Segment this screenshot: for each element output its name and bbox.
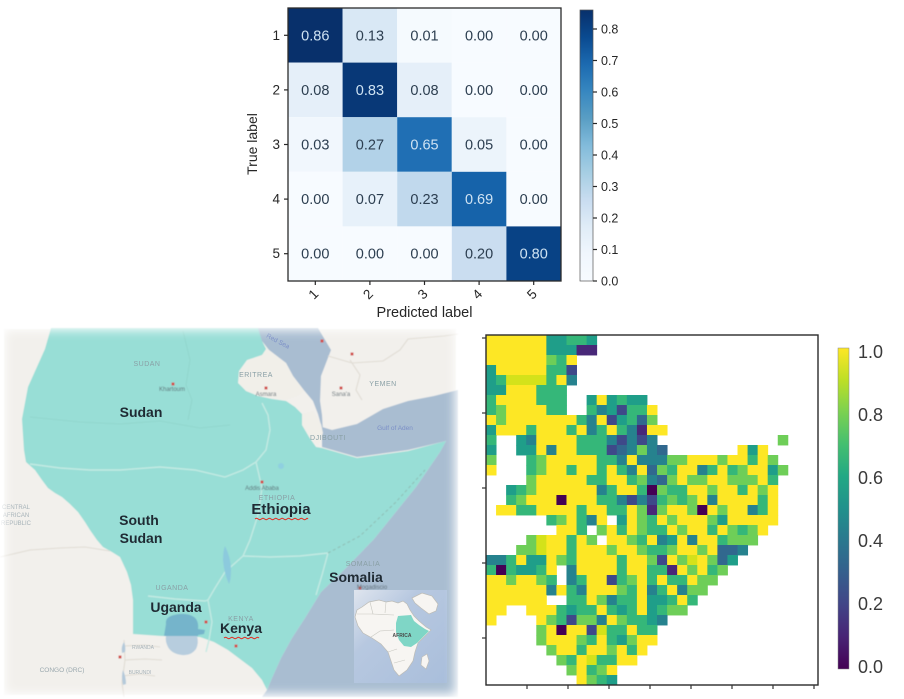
svg-text:Khartoum: Khartoum <box>159 387 185 393</box>
svg-text:3: 3 <box>272 137 280 152</box>
svg-text:DJIBOUTI: DJIBOUTI <box>310 435 346 442</box>
svg-text:0.00: 0.00 <box>465 28 493 44</box>
svg-text:0.00: 0.00 <box>465 83 493 99</box>
svg-text:5: 5 <box>524 286 540 302</box>
svg-text:0.86: 0.86 <box>301 28 329 44</box>
svg-text:1.0: 1.0 <box>858 342 883 362</box>
svg-text:Mogadiscio: Mogadiscio <box>357 585 388 591</box>
svg-text:ETHIOPIA: ETHIOPIA <box>259 495 296 502</box>
svg-text:Predicted label: Predicted label <box>377 305 473 321</box>
svg-text:0.05: 0.05 <box>465 138 493 154</box>
svg-text:4: 4 <box>469 286 485 302</box>
svg-text:0.8: 0.8 <box>601 23 618 37</box>
svg-text:0.08: 0.08 <box>410 83 438 99</box>
svg-text:0.23: 0.23 <box>410 192 438 208</box>
svg-text:0.1: 0.1 <box>601 243 618 257</box>
svg-text:0.08: 0.08 <box>301 83 329 99</box>
svg-text:ERITREA: ERITREA <box>239 372 273 379</box>
svg-text:True label: True label <box>244 113 260 175</box>
svg-text:0.83: 0.83 <box>356 83 384 99</box>
svg-text:0.00: 0.00 <box>520 83 548 99</box>
svg-text:Sudan: Sudan <box>120 530 163 546</box>
svg-text:0.8: 0.8 <box>858 405 883 425</box>
svg-text:SOMALIA: SOMALIA <box>346 561 381 568</box>
svg-text:0.6: 0.6 <box>601 86 618 100</box>
svg-text:0.6: 0.6 <box>858 468 883 488</box>
svg-text:0.65: 0.65 <box>410 138 438 154</box>
svg-text:CONGO (DRC): CONGO (DRC) <box>40 667 85 674</box>
svg-text:0.2: 0.2 <box>601 212 618 226</box>
svg-text:SUDAN: SUDAN <box>133 361 160 368</box>
svg-text:2: 2 <box>360 286 376 302</box>
svg-text:0.00: 0.00 <box>301 192 329 208</box>
svg-text:0.3: 0.3 <box>601 180 618 194</box>
svg-text:0.5: 0.5 <box>601 117 618 131</box>
svg-text:2: 2 <box>272 82 280 97</box>
svg-text:0.00: 0.00 <box>520 138 548 154</box>
svg-text:Asmara: Asmara <box>256 392 277 398</box>
svg-text:0.01: 0.01 <box>410 28 438 44</box>
svg-text:Sudan: Sudan <box>120 404 163 420</box>
svg-text:Ethiopia: Ethiopia <box>251 501 311 518</box>
svg-text:RWANDA: RWANDA <box>132 645 155 651</box>
svg-text:0.03: 0.03 <box>301 138 329 154</box>
svg-text:0.0: 0.0 <box>858 657 883 677</box>
svg-text:0.00: 0.00 <box>520 192 548 208</box>
svg-text:UGANDA: UGANDA <box>156 585 189 592</box>
svg-text:Uganda: Uganda <box>150 599 202 615</box>
svg-text:0.00: 0.00 <box>301 247 329 263</box>
svg-text:Sana'a: Sana'a <box>332 392 351 398</box>
svg-text:3: 3 <box>415 286 431 302</box>
svg-text:5: 5 <box>272 246 280 261</box>
svg-text:0.69: 0.69 <box>465 192 493 208</box>
svg-text:0.20: 0.20 <box>465 247 493 263</box>
svg-text:REPUBLIC: REPUBLIC <box>1 521 32 527</box>
svg-text:AFRICAN: AFRICAN <box>3 513 29 519</box>
svg-text:0.07: 0.07 <box>356 192 384 208</box>
svg-text:0.4: 0.4 <box>858 531 883 551</box>
svg-text:Addis Ababa: Addis Ababa <box>245 486 279 492</box>
svg-text:1: 1 <box>272 28 280 43</box>
svg-text:KENYA: KENYA <box>228 616 254 623</box>
svg-text:0.00: 0.00 <box>356 247 384 263</box>
svg-text:AFRICA: AFRICA <box>393 633 412 639</box>
svg-text:0.7: 0.7 <box>601 54 618 68</box>
svg-text:0.2: 0.2 <box>858 594 883 614</box>
svg-text:YEMEN: YEMEN <box>369 381 396 388</box>
svg-text:0.0: 0.0 <box>601 275 618 289</box>
svg-text:1: 1 <box>306 286 322 302</box>
svg-text:0.00: 0.00 <box>410 247 438 263</box>
svg-text:0.13: 0.13 <box>356 28 384 44</box>
svg-text:0.4: 0.4 <box>601 149 618 163</box>
svg-text:4: 4 <box>272 192 280 207</box>
svg-text:CENTRAL: CENTRAL <box>2 505 31 511</box>
svg-text:Gulf of Aden: Gulf of Aden <box>377 425 413 432</box>
svg-text:South: South <box>119 512 159 528</box>
svg-text:Somalia: Somalia <box>329 569 383 585</box>
svg-text:0.00: 0.00 <box>520 28 548 44</box>
svg-text:Kenya: Kenya <box>220 620 262 636</box>
svg-text:0.80: 0.80 <box>520 247 548 263</box>
svg-text:BURUNDI: BURUNDI <box>129 670 152 676</box>
svg-text:0.27: 0.27 <box>356 138 384 154</box>
